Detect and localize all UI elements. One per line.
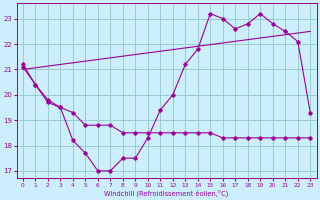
X-axis label: Windchill (Refroidissement éolien,°C): Windchill (Refroidissement éolien,°C): [104, 189, 229, 197]
